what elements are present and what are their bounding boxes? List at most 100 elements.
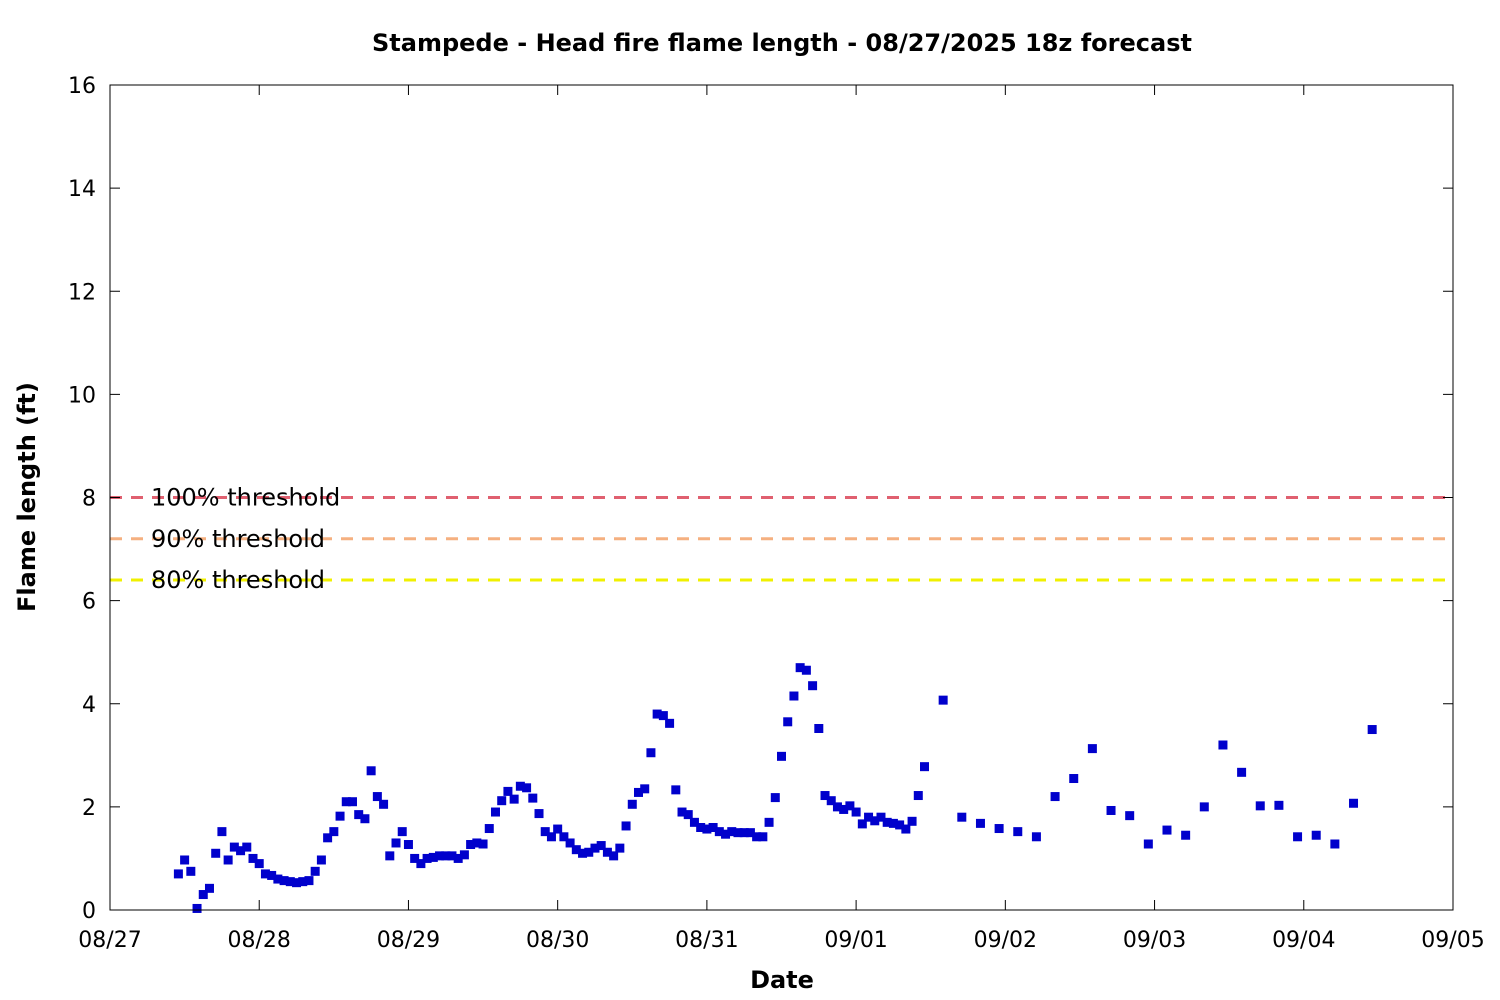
data-point: [795, 663, 805, 673]
data-point: [254, 859, 264, 869]
data-point: [503, 786, 513, 796]
data-point: [857, 819, 867, 829]
data-point: [646, 748, 656, 758]
y-axis-label: Flame length (ft): [13, 382, 41, 612]
data-point: [410, 853, 420, 863]
y-tick-label: 14: [68, 177, 96, 202]
data-point: [1143, 839, 1153, 849]
data-point: [913, 791, 923, 801]
data-point: [758, 832, 768, 842]
data-point: [347, 797, 357, 807]
data-point: [609, 851, 619, 861]
data-point: [578, 848, 588, 858]
data-point: [428, 852, 438, 862]
data-point: [596, 841, 606, 851]
data-point: [920, 762, 930, 772]
data-point: [652, 709, 662, 719]
data-point: [777, 751, 786, 761]
data-point: [186, 866, 196, 876]
data-point: [366, 766, 376, 776]
data-point: [391, 838, 401, 848]
data-point: [211, 848, 221, 858]
data-point: [671, 785, 681, 795]
data-point: [528, 793, 538, 803]
threshold-label: 90% threshold: [151, 525, 325, 553]
data-point: [323, 833, 333, 843]
data-point: [459, 850, 469, 860]
data-point: [689, 817, 699, 827]
data-point: [260, 869, 270, 879]
data-point: [801, 665, 811, 675]
data-point: [584, 847, 594, 857]
x-tick-label: 08/31: [675, 928, 738, 953]
data-point: [1069, 774, 1079, 784]
data-point: [490, 807, 500, 817]
data-point: [615, 843, 625, 853]
data-point: [938, 695, 948, 705]
data-point: [565, 838, 575, 848]
data-point: [546, 832, 556, 842]
x-tick-label: 09/02: [974, 928, 1037, 953]
data-point: [770, 793, 780, 803]
data-point: [901, 824, 911, 834]
data-point: [832, 802, 842, 812]
data-point: [341, 797, 351, 807]
threshold-label: 80% threshold: [151, 566, 325, 594]
data-point: [1330, 839, 1340, 849]
threshold-label: 100% threshold: [151, 484, 340, 512]
data-point: [907, 816, 917, 826]
data-point: [1293, 832, 1303, 842]
data-point: [180, 855, 190, 865]
data-point: [957, 812, 967, 822]
data-point: [329, 827, 339, 837]
y-tick-label: 0: [82, 899, 96, 924]
x-axis-label: Date: [750, 966, 814, 994]
y-tick-label: 10: [68, 383, 96, 408]
data-point: [223, 855, 233, 865]
data-point: [602, 847, 612, 857]
data-point: [683, 810, 693, 820]
data-point: [783, 717, 793, 727]
plot-frame: [109, 84, 1454, 911]
data-point: [242, 842, 252, 852]
data-point: [559, 832, 569, 842]
data-point: [895, 820, 905, 830]
data-point: [708, 823, 718, 832]
data-point: [876, 812, 886, 822]
data-point: [1349, 798, 1359, 808]
data-point: [354, 810, 364, 820]
x-tick-label: 08/27: [78, 928, 141, 953]
x-tick-label: 09/01: [824, 928, 887, 953]
data-point: [1087, 744, 1097, 754]
data-point: [1125, 811, 1135, 821]
data-point: [1255, 801, 1265, 811]
data-point: [310, 866, 320, 876]
data-point: [316, 855, 326, 865]
data-point: [727, 827, 737, 837]
data-point: [267, 870, 277, 880]
data-point: [515, 781, 525, 791]
threshold-lines: 100% threshold 90% threshold 80% threshold: [110, 484, 1453, 594]
x-tick-label: 08/30: [526, 928, 589, 953]
chart-title: Stampede - Head fire flame length - 08/2…: [372, 29, 1192, 57]
axis-ticks: 08/27 08/28 08/29 08/30 08/31 09/01 09/02 09/03…: [68, 74, 1485, 953]
data-point: [397, 827, 407, 837]
data-point: [385, 851, 395, 861]
data-point: [204, 883, 214, 893]
data-point: [994, 824, 1004, 834]
y-tick-label: 4: [82, 693, 96, 718]
data-point: [764, 817, 774, 827]
data-point: [478, 839, 488, 849]
data-point: [571, 845, 581, 855]
data-point: [497, 796, 507, 806]
data-point: [658, 711, 668, 721]
data-point: [665, 718, 675, 728]
data-point: [882, 817, 892, 827]
y-tick-label: 8: [82, 487, 96, 512]
data-point: [1162, 825, 1172, 835]
data-point: [447, 851, 457, 861]
x-tick-label: 08/29: [377, 928, 440, 953]
data-point: [677, 807, 687, 817]
data-point: [745, 828, 755, 838]
data-point: [248, 853, 258, 863]
